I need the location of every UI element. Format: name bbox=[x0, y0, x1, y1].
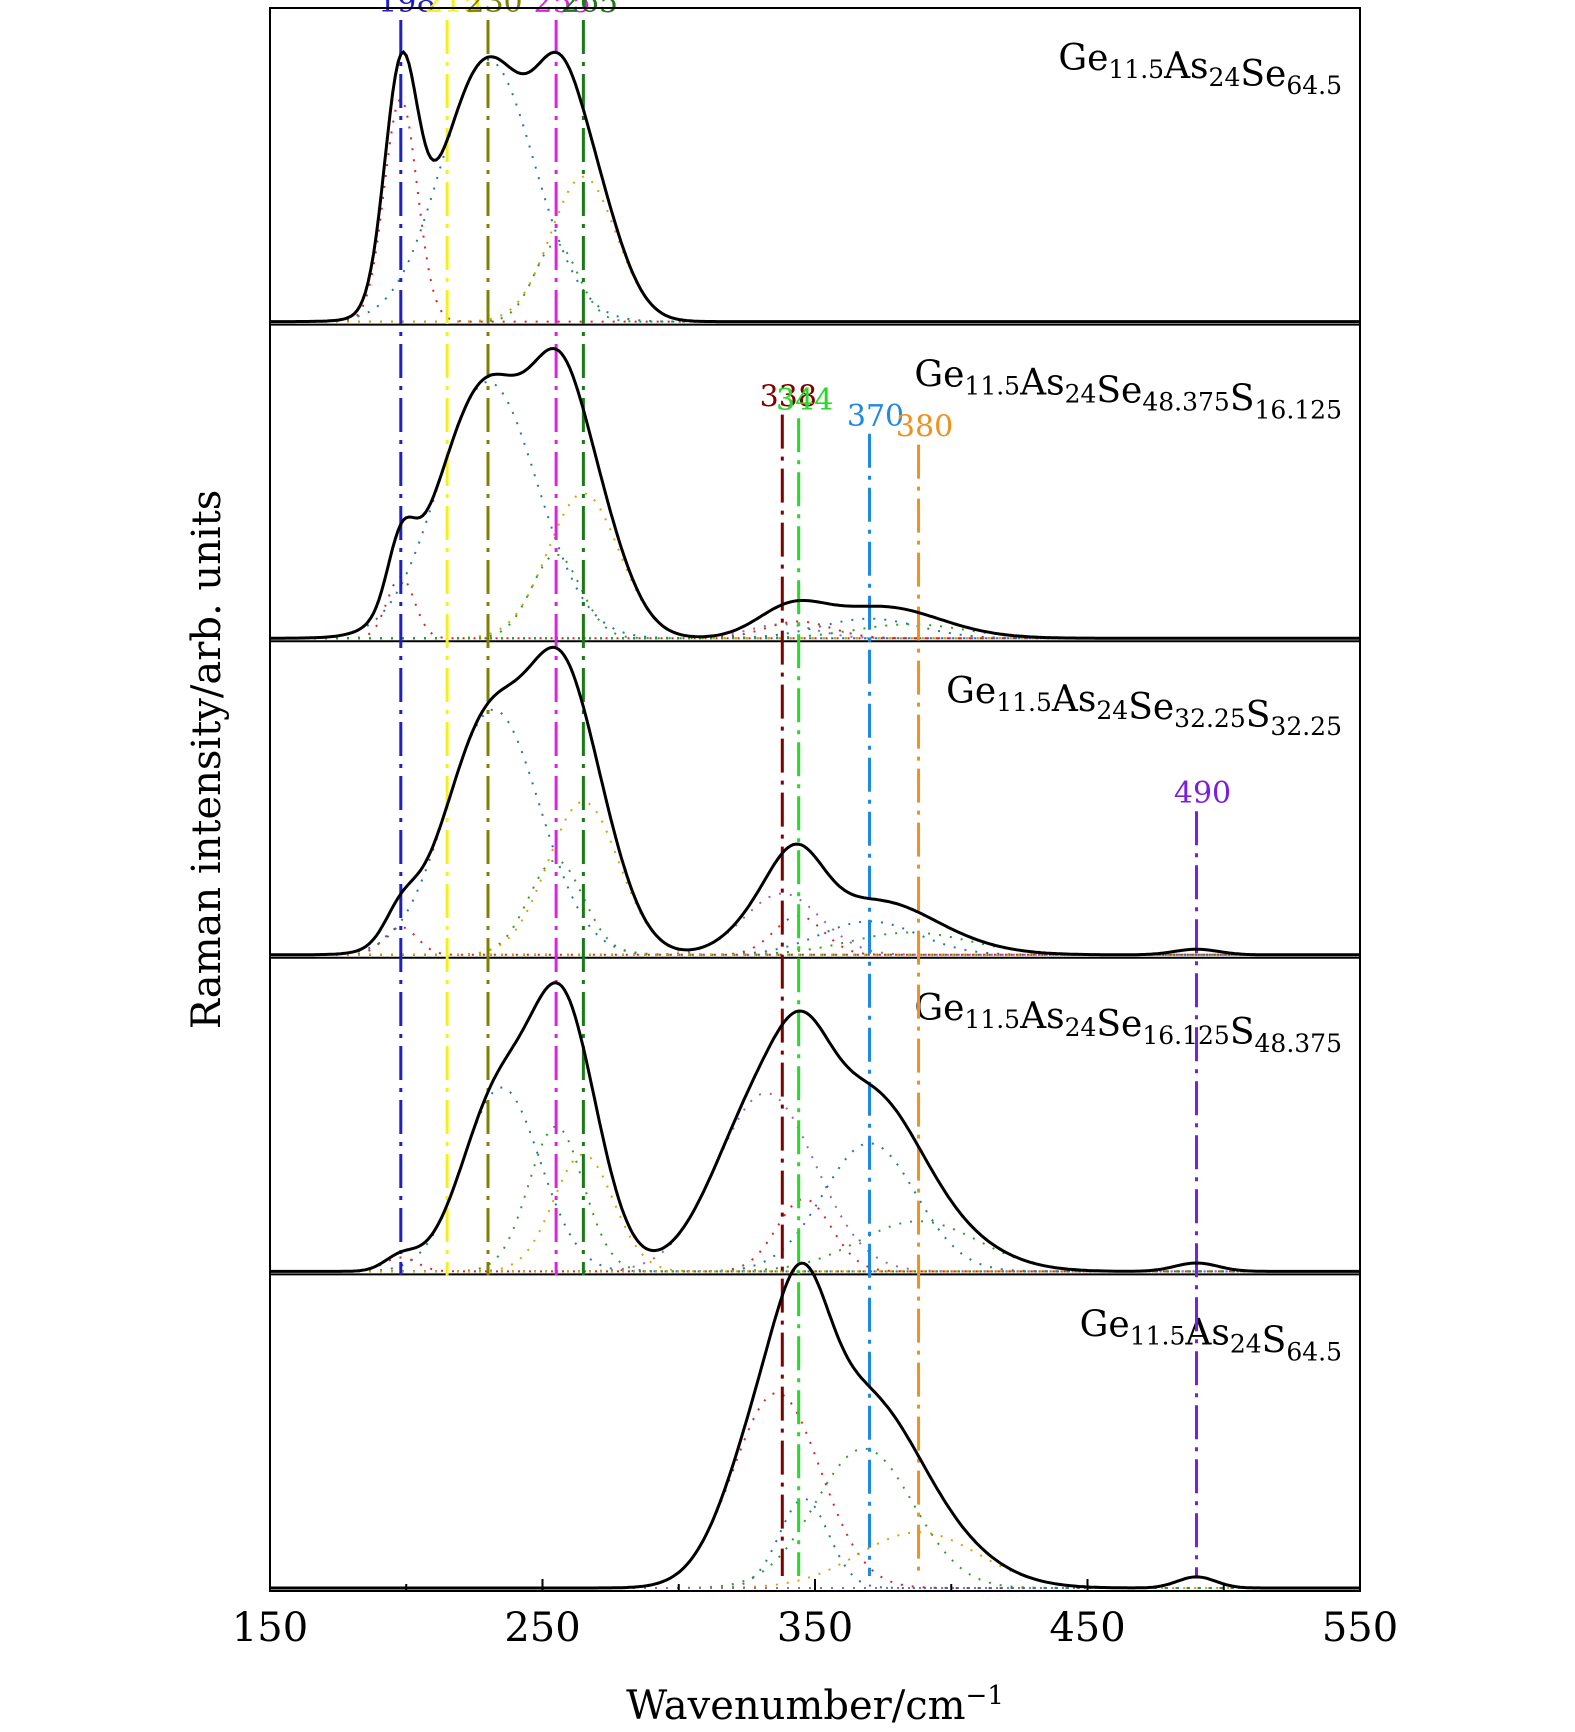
element-subscript: 24 bbox=[1209, 63, 1241, 92]
fit-component-curve bbox=[270, 58, 1360, 323]
spectrum-curve-2 bbox=[270, 346, 1360, 640]
element-symbol: S bbox=[1262, 1320, 1287, 1361]
element-symbol: As bbox=[1051, 679, 1096, 720]
element-symbol: Ge bbox=[914, 988, 964, 1029]
spectrum-panel-1: Ge11.5As24Se64.5 bbox=[270, 38, 1360, 326]
x-tick-label: 450 bbox=[1049, 1605, 1125, 1651]
fit-component-curve bbox=[270, 1497, 1360, 1589]
element-symbol: Se bbox=[1096, 1004, 1142, 1045]
reference-label-338: 338 bbox=[760, 380, 817, 415]
fit-component-curve bbox=[270, 575, 1360, 640]
fit-component-curve bbox=[270, 1142, 1360, 1273]
element-symbol: S bbox=[1230, 1012, 1255, 1053]
element-symbol: S bbox=[1230, 379, 1255, 420]
x-axis-title: Wavenumber/cm−1 bbox=[626, 1681, 1004, 1729]
element-subscript: 24 bbox=[1230, 1329, 1262, 1358]
element-symbol: Ge bbox=[946, 671, 996, 712]
spectra-curves-layer bbox=[270, 50, 1360, 1590]
reference-label-230: 230 bbox=[465, 0, 522, 20]
element-subscript: 24 bbox=[1096, 696, 1128, 725]
x-axis-ticks: 150 250 350 450 550 bbox=[232, 1579, 1398, 1651]
fit-component-curve bbox=[270, 623, 1360, 640]
fit-component-curve bbox=[270, 492, 1360, 640]
element-symbol: Ge bbox=[1058, 38, 1108, 79]
element-subscript: 32.25 bbox=[1270, 712, 1342, 741]
element-subscript: 11.5 bbox=[964, 372, 1020, 401]
element-symbol: S bbox=[1246, 695, 1271, 736]
x-axis-title-exponent: −1 bbox=[966, 1681, 1004, 1711]
panel-label-1: Ge11.5As24Se64.5 bbox=[1058, 38, 1342, 100]
spectrum-panel-5: Ge11.5As24S64.5 bbox=[270, 1304, 1360, 1589]
element-subscript: 16.125 bbox=[1142, 1021, 1229, 1050]
panels-layer: Ge11.5As24Se64.5Ge11.5As24Se48.375S16.12… bbox=[270, 38, 1360, 1589]
reference-label-215: 215 bbox=[424, 0, 481, 20]
spectrum-curve-4 bbox=[270, 981, 1360, 1273]
element-subscript: 16.125 bbox=[1255, 396, 1342, 425]
element-subscript: 24 bbox=[1065, 380, 1097, 409]
fit-component-curve bbox=[270, 925, 1360, 956]
fit-component-curve bbox=[270, 553, 1360, 640]
panel-label-2: Ge11.5As24Se48.375S16.125 bbox=[914, 355, 1342, 425]
reference-label-370: 370 bbox=[847, 399, 904, 434]
element-symbol: As bbox=[1019, 996, 1064, 1037]
reference-label-490: 490 bbox=[1174, 776, 1231, 811]
fit-component-curve bbox=[270, 620, 1360, 640]
element-subscript: 24 bbox=[1065, 1013, 1097, 1042]
fit-component-curve bbox=[270, 623, 1360, 640]
spectrum-curve-1 bbox=[270, 50, 1360, 324]
element-symbol: Se bbox=[1128, 687, 1174, 728]
x-tick-label: 550 bbox=[1322, 1605, 1398, 1651]
reference-label-265: 265 bbox=[561, 0, 618, 20]
reference-label-380: 380 bbox=[896, 410, 953, 445]
spectrum-panel-3: Ge11.5As24Se32.25S32.25 bbox=[270, 671, 1360, 959]
spectrum-curve-3 bbox=[270, 645, 1360, 957]
y-axis-title: Raman intensity/arb. units bbox=[184, 490, 230, 1030]
panel-label-4: Ge11.5As24Se16.125S48.375 bbox=[914, 988, 1342, 1058]
element-symbol: Ge bbox=[1080, 1304, 1130, 1345]
element-subscript: 11.5 bbox=[964, 1005, 1020, 1034]
fit-component-curve bbox=[270, 242, 1360, 323]
spectrum-panel-4: Ge11.5As24Se16.125S48.375 bbox=[270, 988, 1360, 1276]
element-symbol: As bbox=[1163, 46, 1208, 87]
element-subscript: 11.5 bbox=[996, 688, 1052, 717]
element-symbol: Se bbox=[1240, 54, 1286, 95]
element-subscript: 32.25 bbox=[1174, 704, 1246, 733]
panel-label-5: Ge11.5As24S64.5 bbox=[1080, 1304, 1342, 1366]
fit-component-curve bbox=[270, 97, 1360, 323]
element-symbol: Se bbox=[1096, 371, 1142, 412]
panel-label-3: Ge11.5As24Se32.25S32.25 bbox=[946, 671, 1342, 741]
reference-label-198: 198 bbox=[378, 0, 435, 20]
fit-component-curve bbox=[270, 175, 1360, 323]
element-subscript: 64.5 bbox=[1286, 71, 1342, 100]
element-subscript: 48.375 bbox=[1142, 388, 1229, 417]
element-symbol: Ge bbox=[914, 355, 964, 396]
x-axis-title-main: Wavenumber/cm bbox=[626, 1683, 965, 1729]
element-subscript: 48.375 bbox=[1255, 1029, 1342, 1058]
reference-label-344: 344 bbox=[776, 383, 833, 418]
fit-component-curve bbox=[270, 617, 1360, 640]
element-subscript: 11.5 bbox=[1130, 1321, 1186, 1350]
x-tick-label: 350 bbox=[777, 1605, 853, 1651]
element-symbol: As bbox=[1184, 1312, 1229, 1353]
reference-label-255: 255 bbox=[533, 0, 590, 20]
x-tick-label: 150 bbox=[232, 1605, 308, 1651]
x-tick-label: 250 bbox=[504, 1605, 580, 1651]
element-subscript: 11.5 bbox=[1108, 55, 1164, 84]
spectrum-curve-5 bbox=[270, 1261, 1360, 1590]
fit-component-curve bbox=[270, 892, 1360, 956]
element-subscript: 64.5 bbox=[1286, 1337, 1342, 1366]
fit-component-curve bbox=[270, 380, 1360, 640]
element-symbol: As bbox=[1019, 363, 1064, 404]
